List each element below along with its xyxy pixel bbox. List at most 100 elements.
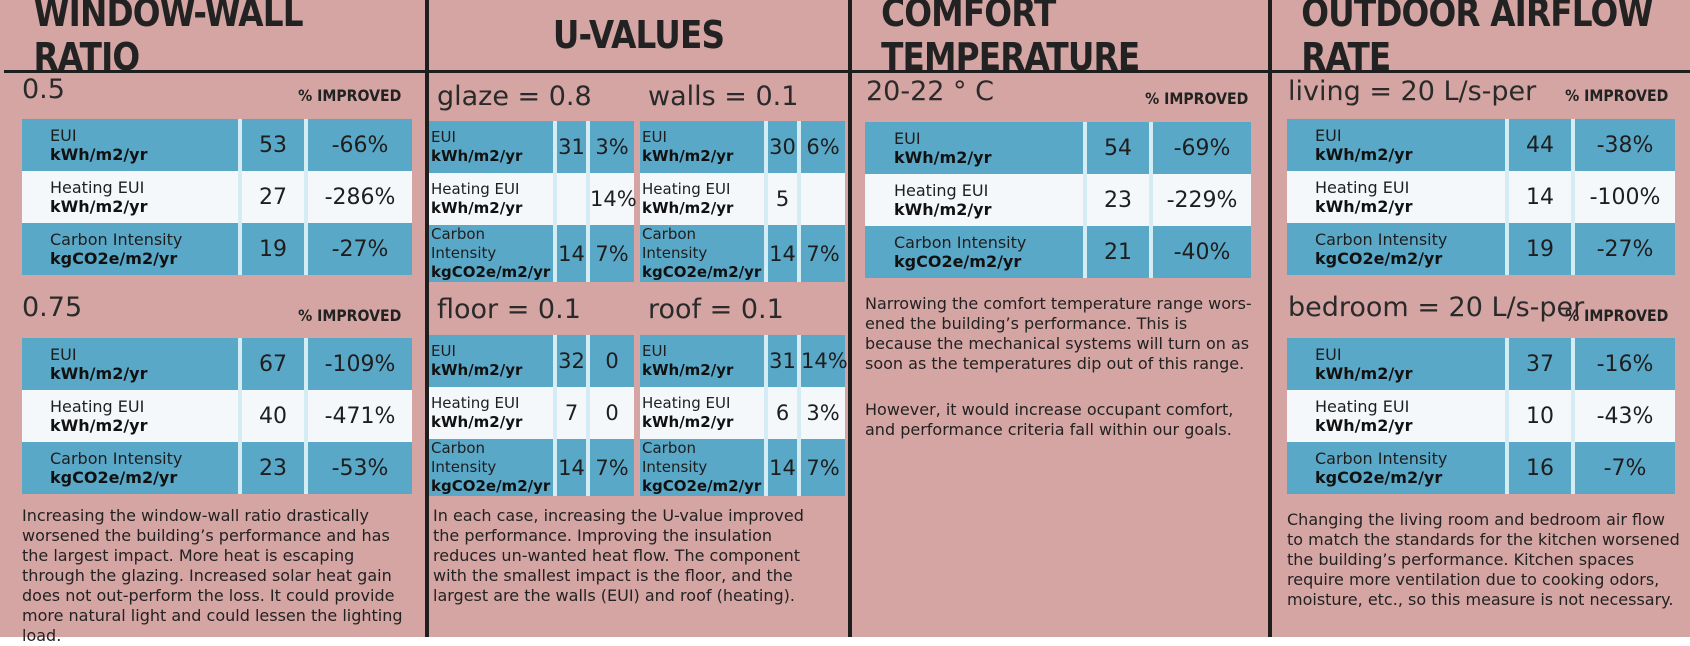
- metric-label: EUI: [642, 342, 667, 360]
- metric-unit: kWh/m2/yr: [431, 361, 523, 379]
- metric-percent: -27%: [308, 223, 412, 275]
- metric-percent: -53%: [308, 442, 412, 494]
- wwr-075-table: EUI kWh/m2/yr 67 -109% Heating EUI kWh/m2/…: [22, 338, 412, 494]
- walls-table: EUI kWh/m2/yr 30 6% Heating EUI kWh/m2/yr …: [640, 121, 845, 282]
- metric-label-cell: EUI kWh/m2/yr: [429, 335, 557, 387]
- airflow-note: Changing the living room and bedroom air…: [1287, 510, 1680, 609]
- metric-percent: -43%: [1575, 390, 1675, 442]
- metric-label: Carbon Intensity: [1315, 230, 1448, 249]
- u-values-note: In each case, increasing the U-value imp…: [433, 506, 804, 605]
- metric-unit: kgCO2e/m2/yr: [894, 252, 1022, 271]
- improved-label: % IMPROVED: [1144, 89, 1248, 108]
- metric-label: Heating EUI: [50, 178, 145, 197]
- metric-label: Heating EUI: [1315, 178, 1410, 197]
- wwr-05-table: EUI kWh/m2/yr 53 -66% Heating EUI kWh/m2/y…: [22, 119, 412, 275]
- header-rule: [4, 70, 425, 73]
- table-row: Heating EUI kWh/m2/yr 40 -471%: [22, 390, 412, 442]
- metric-value: 19: [242, 223, 308, 275]
- metric-value: 14: [768, 225, 801, 282]
- table-row: Carbon Intensity kgCO2e/m2/yr 14 7%: [429, 439, 634, 496]
- metric-value: 19: [1509, 223, 1575, 275]
- comfort-header: COMFORT TEMPERATURE: [881, 0, 1140, 79]
- metric-percent: -286%: [308, 171, 412, 223]
- metric-label-cell: Heating EUI kWh/m2/yr: [1287, 171, 1509, 223]
- table-row: Heating EUI kWh/m2/yr 14%: [429, 173, 637, 225]
- metric-unit: kgCO2e/m2/yr: [642, 477, 762, 495]
- metric-label: Heating EUI: [642, 394, 731, 412]
- table-row: EUI kWh/m2/yr 53 -66%: [22, 119, 412, 171]
- metric-label-cell: Heating EUI kWh/m2/yr: [22, 171, 242, 223]
- metric-percent: -69%: [1153, 122, 1251, 174]
- metric-percent: -38%: [1575, 119, 1675, 171]
- metric-value: 5: [768, 173, 801, 225]
- metric-percent: 6%: [801, 121, 845, 173]
- metric-value: 23: [1087, 174, 1153, 226]
- walls-title: walls = 0.1: [648, 81, 799, 112]
- metric-label-cell: Carbon Intensity kgCO2e/m2/yr: [22, 442, 242, 494]
- metric-label: Carbon Intensity: [50, 230, 183, 249]
- metric-label-cell: Heating EUI kWh/m2/yr: [865, 174, 1087, 226]
- metric-label-cell: EUI kWh/m2/yr: [22, 119, 242, 171]
- table-row: EUI kWh/m2/yr 31 14%: [640, 335, 848, 387]
- floor-title: floor = 0.1: [437, 294, 581, 325]
- table-row: EUI kWh/m2/yr 37 -16%: [1287, 338, 1675, 390]
- table-row: EUI kWh/m2/yr 32 0: [429, 335, 634, 387]
- metric-percent: 3%: [801, 387, 845, 439]
- metric-percent: 14%: [590, 173, 637, 225]
- metric-value: 14: [557, 225, 590, 282]
- table-row: Carbon Intensity kgCO2e/m2/yr 16 -7%: [1287, 442, 1675, 494]
- column-divider: [848, 0, 852, 637]
- metric-value: [557, 173, 590, 225]
- metric-label: EUI: [50, 126, 77, 145]
- table-row: Carbon Intensity kgCO2e/m2/yr 14 7%: [429, 225, 634, 282]
- metric-percent: 7%: [801, 439, 845, 496]
- metric-unit: kWh/m2/yr: [431, 199, 523, 217]
- metric-percent: -229%: [1153, 174, 1251, 226]
- table-row: Heating EUI kWh/m2/yr 27 -286%: [22, 171, 412, 223]
- metric-label: Heating EUI: [642, 180, 731, 198]
- metric-percent: -16%: [1575, 338, 1675, 390]
- table-row: Carbon Intensity kgCO2e/m2/yr 19 -27%: [22, 223, 412, 275]
- u-values-header: U-VALUES: [552, 13, 725, 57]
- metric-percent: -109%: [308, 338, 412, 390]
- metric-unit: kWh/m2/yr: [50, 416, 148, 435]
- metric-percent: 0: [590, 387, 634, 439]
- metric-percent: 7%: [590, 225, 634, 282]
- metric-unit: kgCO2e/m2/yr: [431, 263, 551, 281]
- u-values-column: U-VALUES glaze = 0.8 EUI kWh/m2/yr 31 3% …: [429, 0, 848, 637]
- improved-label: % IMPROVED: [1564, 86, 1668, 105]
- window-wall-header: WINDOW-WALL RATIO: [33, 0, 303, 79]
- metric-label-cell: Heating EUI kWh/m2/yr: [640, 387, 768, 439]
- metric-label-cell: Heating EUI kWh/m2/yr: [1287, 390, 1509, 442]
- window-wall-column: WINDOW-WALL RATIO 0.5 % IMPROVED EUI kWh/…: [4, 0, 425, 645]
- table-row: Carbon Intensity kgCO2e/m2/yr 14 7%: [640, 225, 845, 282]
- header-rule: [429, 70, 848, 73]
- metric-value: 54: [1087, 122, 1153, 174]
- glaze-title: glaze = 0.8: [437, 81, 592, 112]
- table-row: EUI kWh/m2/yr 54 -69%: [865, 122, 1251, 174]
- metric-label: Heating EUI: [50, 397, 145, 416]
- metric-unit: kgCO2e/m2/yr: [431, 477, 551, 495]
- metric-percent: 14%: [801, 335, 848, 387]
- metric-percent: 7%: [590, 439, 634, 496]
- living-table: EUI kWh/m2/yr 44 -38% Heating EUI kWh/m2/y…: [1287, 119, 1675, 275]
- metric-label: Heating EUI: [431, 180, 520, 198]
- metric-label: Carbon Intensity: [642, 225, 708, 262]
- metric-value: 14: [557, 439, 590, 496]
- table-row: Carbon Intensity kgCO2e/m2/yr 21 -40%: [865, 226, 1251, 278]
- metric-unit: kWh/m2/yr: [894, 200, 992, 219]
- metric-label: Carbon Intensity: [1315, 449, 1448, 468]
- metric-unit: kWh/m2/yr: [642, 199, 734, 217]
- metric-value: 14: [1509, 171, 1575, 223]
- roof-table: EUI kWh/m2/yr 31 14% Heating EUI kWh/m2/yr…: [640, 335, 848, 496]
- comfort-column: COMFORT TEMPERATURE 20-22 ° C % IMPROVED…: [852, 0, 1268, 637]
- metric-percent: -100%: [1575, 171, 1675, 223]
- metric-value: 37: [1509, 338, 1575, 390]
- metric-unit: kWh/m2/yr: [50, 145, 148, 164]
- metric-label-cell: Heating EUI kWh/m2/yr: [429, 173, 557, 225]
- metric-unit: kWh/m2/yr: [431, 413, 523, 431]
- table-row: Carbon Intensity kgCO2e/m2/yr 23 -53%: [22, 442, 412, 494]
- window-wall-note: Increasing the window-wall ratio drastic…: [22, 506, 403, 645]
- comfort-note: Narrowing the comfort temperature range …: [865, 294, 1252, 373]
